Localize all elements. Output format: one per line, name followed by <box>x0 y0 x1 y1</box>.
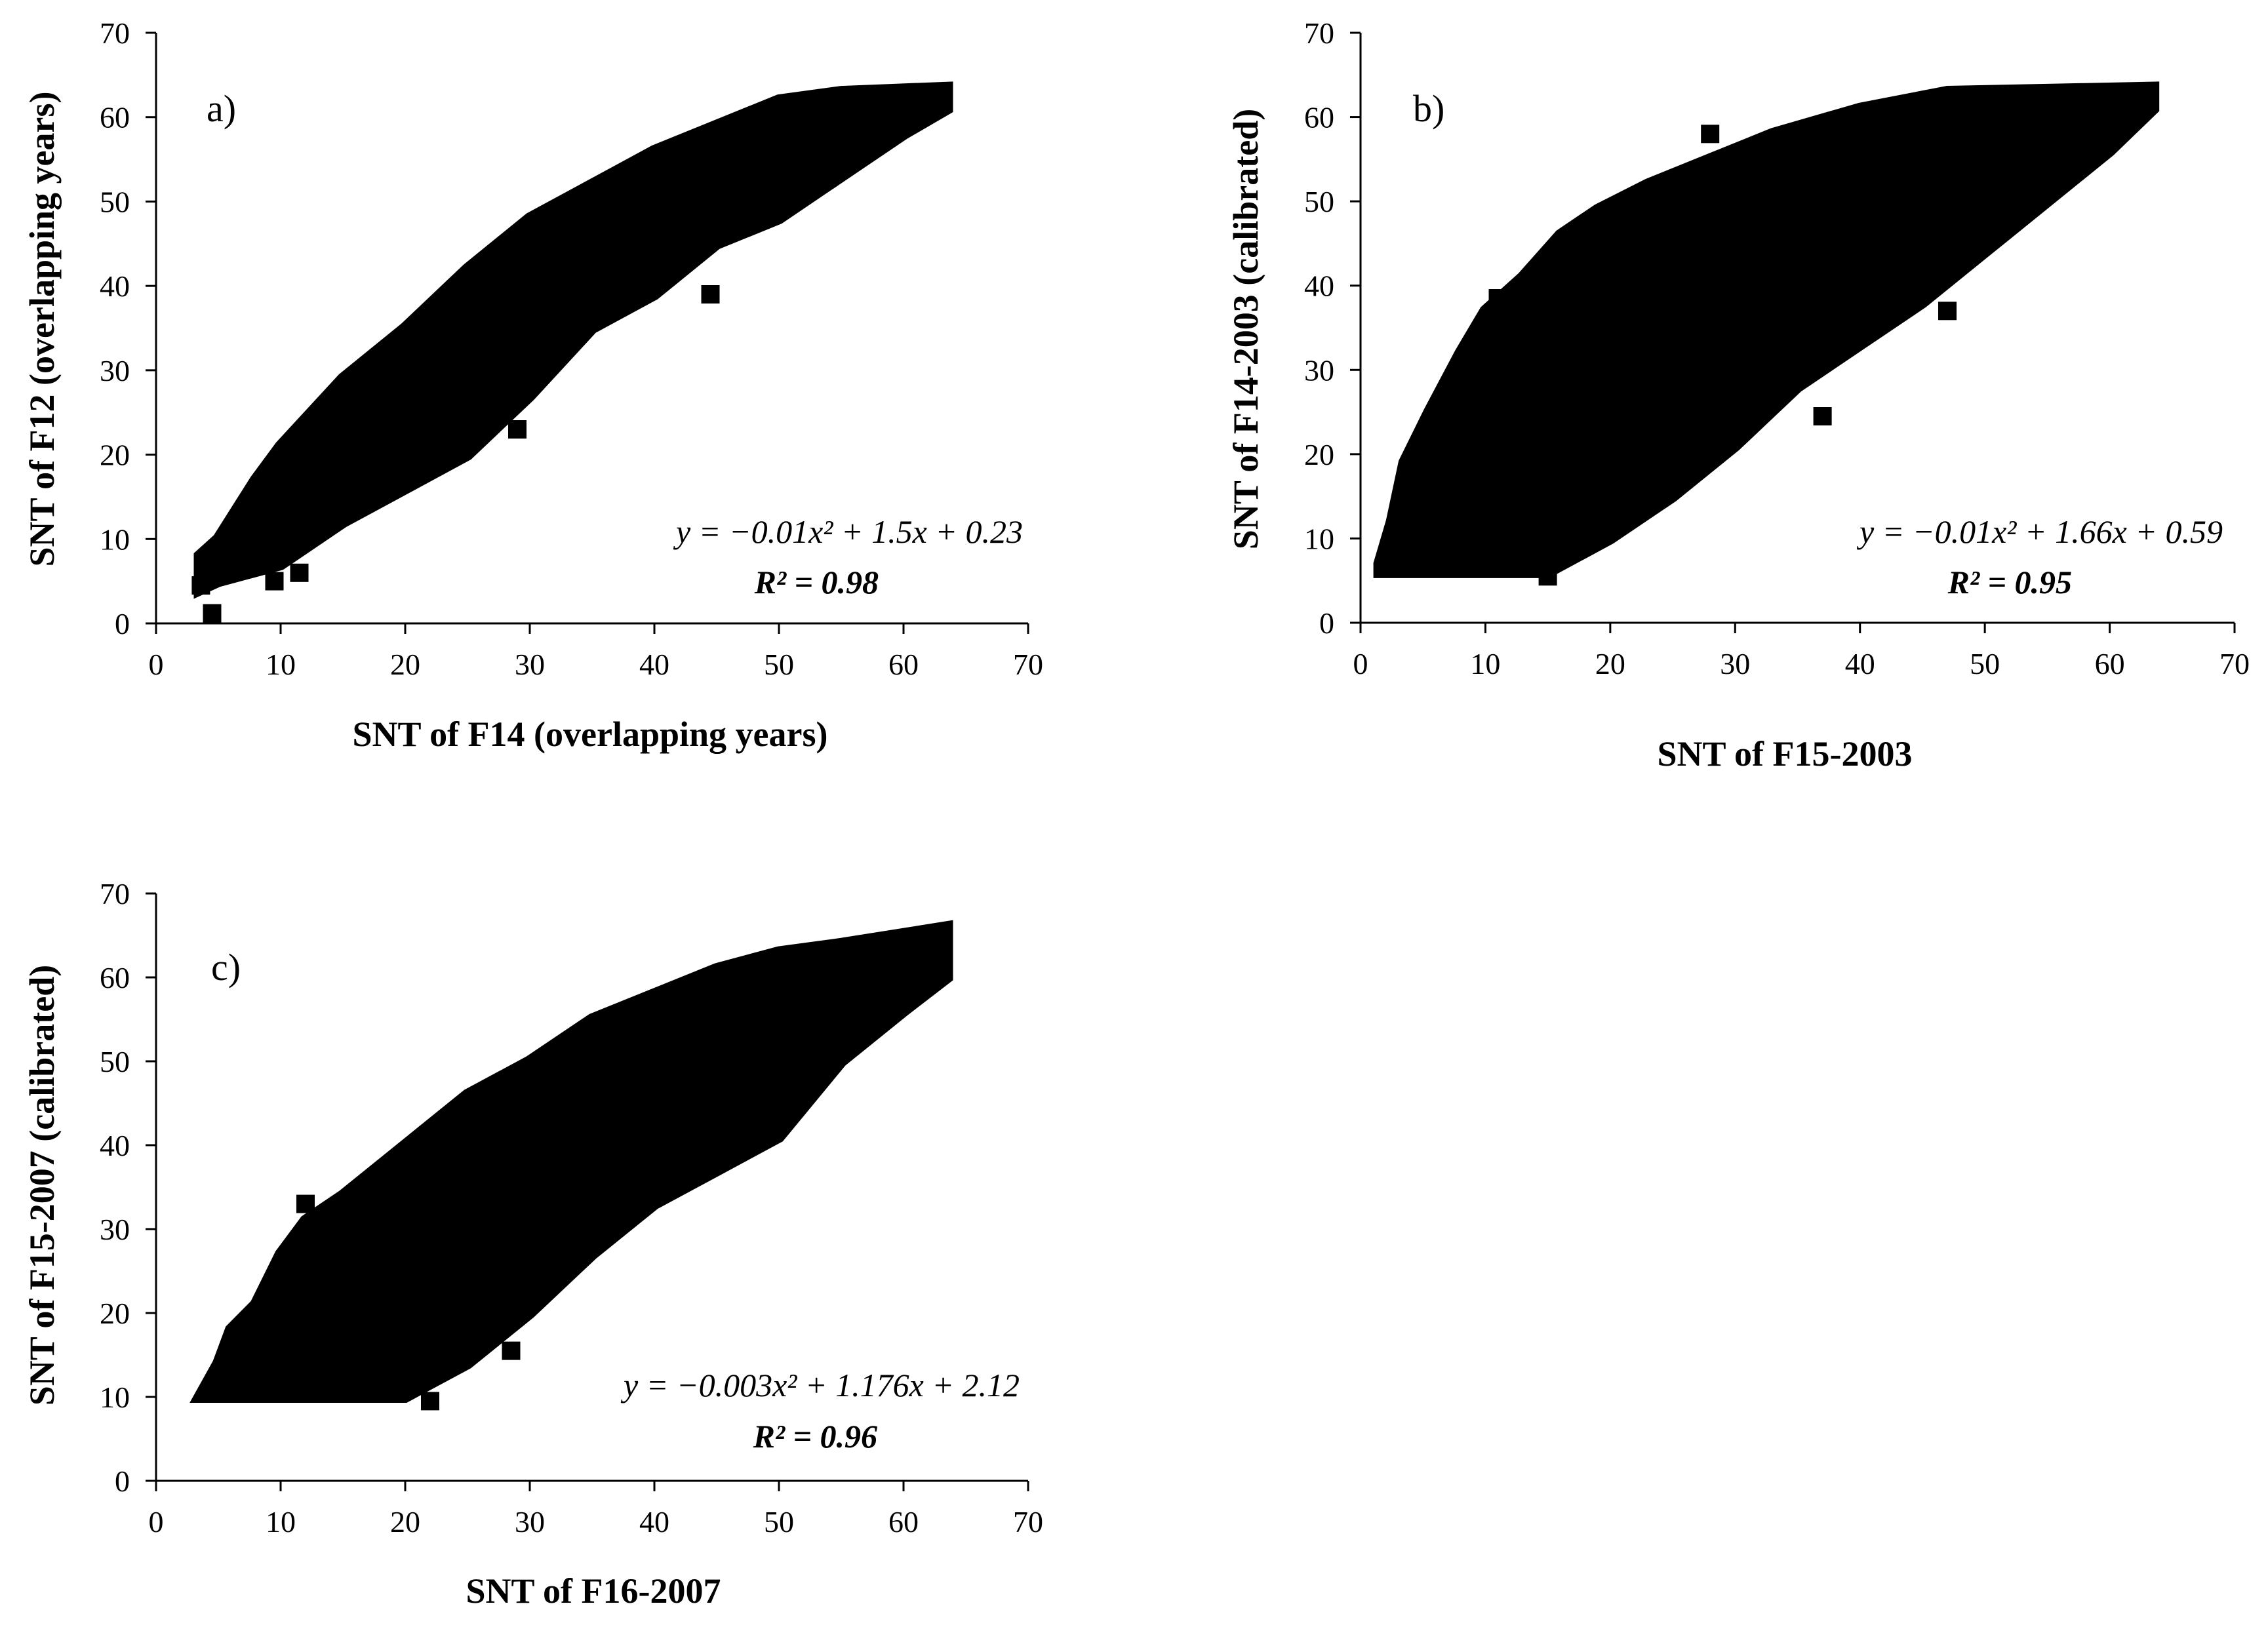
y-tick-label-c-40: 40 <box>100 1129 130 1162</box>
y-tick-label-b-70: 70 <box>1304 16 1334 50</box>
x-axis-title-b: SNT of F15-2003 <box>1657 734 1912 774</box>
y-tick-label-c-10: 10 <box>100 1381 130 1414</box>
panel-label-a: a) <box>207 87 236 130</box>
y-tick-label-c-70: 70 <box>100 877 130 911</box>
x-tick-label-b-30: 30 <box>1720 647 1750 680</box>
x-tick-label-a-70: 70 <box>1013 648 1043 681</box>
x-tick-label-c-10: 10 <box>266 1505 296 1539</box>
x-tick-label-a-0: 0 <box>149 648 164 681</box>
y-tick-label-c-60: 60 <box>100 961 130 994</box>
outlier-point-b-4 <box>1538 567 1557 586</box>
x-tick-label-a-40: 40 <box>639 648 669 681</box>
y-tick-label-c-20: 20 <box>100 1297 130 1330</box>
x-tick-label-b-10: 10 <box>1470 647 1500 680</box>
x-tick-label-b-0: 0 <box>1353 647 1368 680</box>
r-squared-b: R² = 0.95 <box>1947 564 2072 600</box>
outlier-point-b-1 <box>1701 125 1720 144</box>
x-tick-label-c-20: 20 <box>390 1505 420 1539</box>
x-tick-label-c-70: 70 <box>1013 1505 1043 1539</box>
outlier-point-a-5 <box>701 285 720 304</box>
x-tick-label-a-60: 60 <box>888 648 919 681</box>
scatter-plot-b: 0 10 20 30 40 50 60 70 0 10 20 30 40 50 60 70 <box>1304 16 2250 680</box>
y-tick-label-b-0: 0 <box>1319 606 1334 640</box>
y-tick-label-b-30: 30 <box>1304 353 1334 387</box>
outlier-point-a-4 <box>290 563 309 582</box>
outlier-point-b-2 <box>1813 407 1832 425</box>
y-tick-label-a-10: 10 <box>100 522 130 556</box>
equation-c: y = −0.003x² + 1.176x + 2.12 <box>620 1367 1020 1403</box>
equation-b: y = −0.01x² + 1.66x + 0.59 <box>1856 513 2223 550</box>
equation-a: y = −0.01x² + 1.5x + 0.23 <box>673 513 1023 550</box>
panel-b: 0 10 20 30 40 50 60 70 0 10 20 30 40 50 60 70 b) y = −0… <box>1226 16 2250 774</box>
y-tick-label-c-30: 30 <box>100 1213 130 1246</box>
y-tick-label-a-60: 60 <box>100 101 130 134</box>
outlier-point-a-3 <box>265 572 284 591</box>
y-tick-label-c-0: 0 <box>115 1464 130 1498</box>
scatter-plot-a: 0 10 20 30 40 50 60 70 0 10 20 30 40 50 60 70 <box>100 16 1043 681</box>
y-tick-label-a-70: 70 <box>100 16 130 50</box>
x-tick-label-b-50: 50 <box>1970 647 2000 680</box>
outlier-point-c-1 <box>421 1392 439 1411</box>
outlier-point-b-3 <box>1938 302 1957 321</box>
scatter-plot-c: 0 10 20 30 40 50 60 70 0 10 20 30 40 50 60 70 <box>100 877 1043 1539</box>
y-tick-label-a-30: 30 <box>100 354 130 387</box>
y-tick-label-a-50: 50 <box>100 185 130 218</box>
x-tick-label-a-20: 20 <box>390 648 420 681</box>
panel-a: 0 10 20 30 40 50 60 70 0 10 20 30 40 50 60 70 a) y = −0… <box>22 16 1043 754</box>
x-tick-label-b-60: 60 <box>2095 647 2125 680</box>
outlier-point-a-1 <box>203 604 222 623</box>
x-tick-label-a-30: 30 <box>515 648 545 681</box>
y-tick-label-c-50: 50 <box>100 1045 130 1078</box>
x-axis-title-a: SNT of F14 (overlapping years) <box>353 715 828 754</box>
x-tick-label-c-50: 50 <box>764 1505 794 1539</box>
y-tick-label-a-0: 0 <box>115 607 130 640</box>
outlier-point-c-3 <box>296 1194 315 1213</box>
outlier-point-a-2 <box>191 576 210 595</box>
y-axis-title-b: SNT of F14-2003 (calibrated) <box>1226 109 1265 549</box>
x-tick-label-b-20: 20 <box>1595 647 1625 680</box>
x-axis-title-c: SNT of F16-2007 <box>466 1571 721 1611</box>
y-tick-label-b-50: 50 <box>1304 185 1334 218</box>
x-tick-label-a-10: 10 <box>266 648 296 681</box>
x-tick-label-b-40: 40 <box>1845 647 1875 680</box>
y-tick-label-b-20: 20 <box>1304 438 1334 471</box>
outlier-point-a-6 <box>508 420 527 439</box>
x-tick-label-c-60: 60 <box>888 1505 919 1539</box>
outlier-point-c-2 <box>502 1341 521 1360</box>
data-cloud-b <box>1373 81 2160 578</box>
x-tick-label-c-40: 40 <box>639 1505 669 1539</box>
y-tick-label-b-40: 40 <box>1304 269 1334 303</box>
y-tick-label-a-40: 40 <box>100 269 130 303</box>
y-tick-label-b-60: 60 <box>1304 101 1334 134</box>
y-axis-title-a: SNT of F12 (overlapping years) <box>22 92 62 567</box>
data-cloud-a <box>193 81 953 599</box>
y-tick-label-b-10: 10 <box>1304 522 1334 555</box>
panel-c: 0 10 20 30 40 50 60 70 0 10 20 30 40 50 60 70 c) y = −0… <box>22 877 1043 1611</box>
r-squared-c: R² = 0.96 <box>753 1418 877 1455</box>
panel-label-b: b) <box>1413 87 1444 130</box>
r-squared-a: R² = 0.98 <box>754 564 879 600</box>
x-tick-label-c-0: 0 <box>149 1505 164 1539</box>
y-axis-title-c: SNT of F15-2007 (calibrated) <box>22 965 62 1405</box>
panel-label-c: c) <box>211 946 241 989</box>
x-tick-label-a-50: 50 <box>764 648 794 681</box>
data-cloud-c <box>189 920 953 1403</box>
y-tick-label-a-20: 20 <box>100 439 130 472</box>
outlier-point-b-5 <box>1488 289 1507 307</box>
x-tick-label-b-70: 70 <box>2219 647 2250 680</box>
x-tick-label-c-30: 30 <box>515 1505 545 1539</box>
